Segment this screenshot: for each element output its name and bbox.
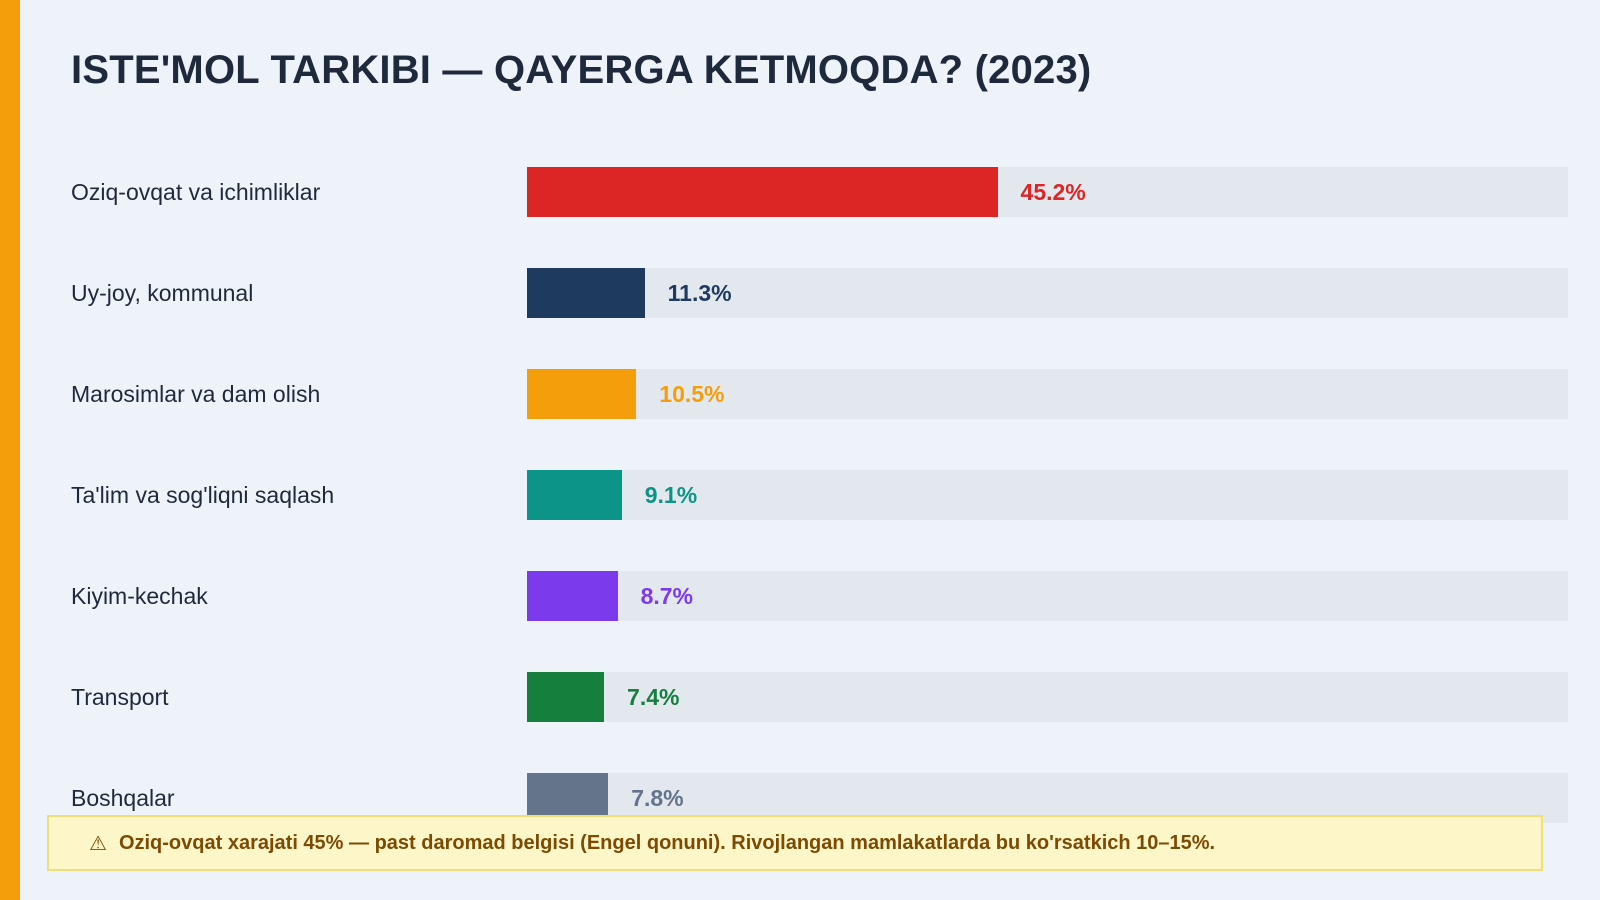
bar bbox=[527, 672, 605, 722]
category-label: Boshqalar bbox=[71, 785, 175, 811]
bar bbox=[527, 571, 618, 621]
note-banner: ⚠ Oziq-ovqat xarajati 45% — past daromad… bbox=[47, 815, 1543, 871]
value-label: 45.2% bbox=[1020, 179, 1086, 205]
bar-row: Ta'lim va sog'liqni saqlash 9.1% bbox=[0, 470, 1600, 520]
category-label: Marosimlar va dam olish bbox=[71, 381, 321, 407]
bar-track: 7.4% bbox=[527, 672, 1568, 722]
bar-track: 9.1% bbox=[527, 470, 1568, 520]
bar-track: 45.2% bbox=[527, 167, 1568, 217]
bar-track: 11.3% bbox=[527, 268, 1568, 318]
value-label: 11.3% bbox=[667, 280, 732, 306]
category-label: Oziq-ovqat va ichimliklar bbox=[71, 179, 321, 205]
value-label: 7.4% bbox=[627, 684, 680, 710]
category-label: Ta'lim va sog'liqni saqlash bbox=[71, 482, 335, 508]
bar-row: Uy-joy, kommunal 11.3% bbox=[0, 268, 1600, 318]
bar-row: Marosimlar va dam olish 10.5% bbox=[0, 369, 1600, 419]
bar bbox=[527, 773, 609, 823]
bar bbox=[527, 470, 622, 520]
note-text: Oziq-ovqat xarajati 45% — past daromad b… bbox=[118, 831, 1216, 854]
page-title: ISTE'MOL TARKIBI — QAYERGA KETMOQDA? (20… bbox=[71, 48, 1092, 92]
bar bbox=[527, 167, 998, 217]
value-label: 9.1% bbox=[644, 482, 698, 508]
bar bbox=[527, 268, 645, 318]
value-label: 7.8% bbox=[631, 785, 684, 811]
bar-row: Kiyim-kechak 8.7% bbox=[0, 571, 1600, 621]
category-label: Transport bbox=[71, 684, 169, 710]
accent-bar bbox=[0, 0, 20, 900]
category-label: Uy-joy, kommunal bbox=[71, 280, 254, 306]
bar-row: Transport 7.4% bbox=[0, 672, 1600, 722]
bar bbox=[527, 369, 637, 419]
bar-row: Boshqalar 7.8% bbox=[0, 773, 1600, 823]
category-label: Kiyim-kechak bbox=[71, 583, 208, 609]
bar-track: 7.8% bbox=[527, 773, 1568, 823]
bar-track: 10.5% bbox=[527, 369, 1568, 419]
warning-icon: ⚠ bbox=[89, 832, 107, 855]
bar-row: Oziq-ovqat va ichimliklar 45.2% bbox=[0, 167, 1600, 217]
value-label: 10.5% bbox=[659, 381, 725, 407]
value-label: 8.7% bbox=[640, 583, 693, 609]
bar-track: 8.7% bbox=[527, 571, 1568, 621]
